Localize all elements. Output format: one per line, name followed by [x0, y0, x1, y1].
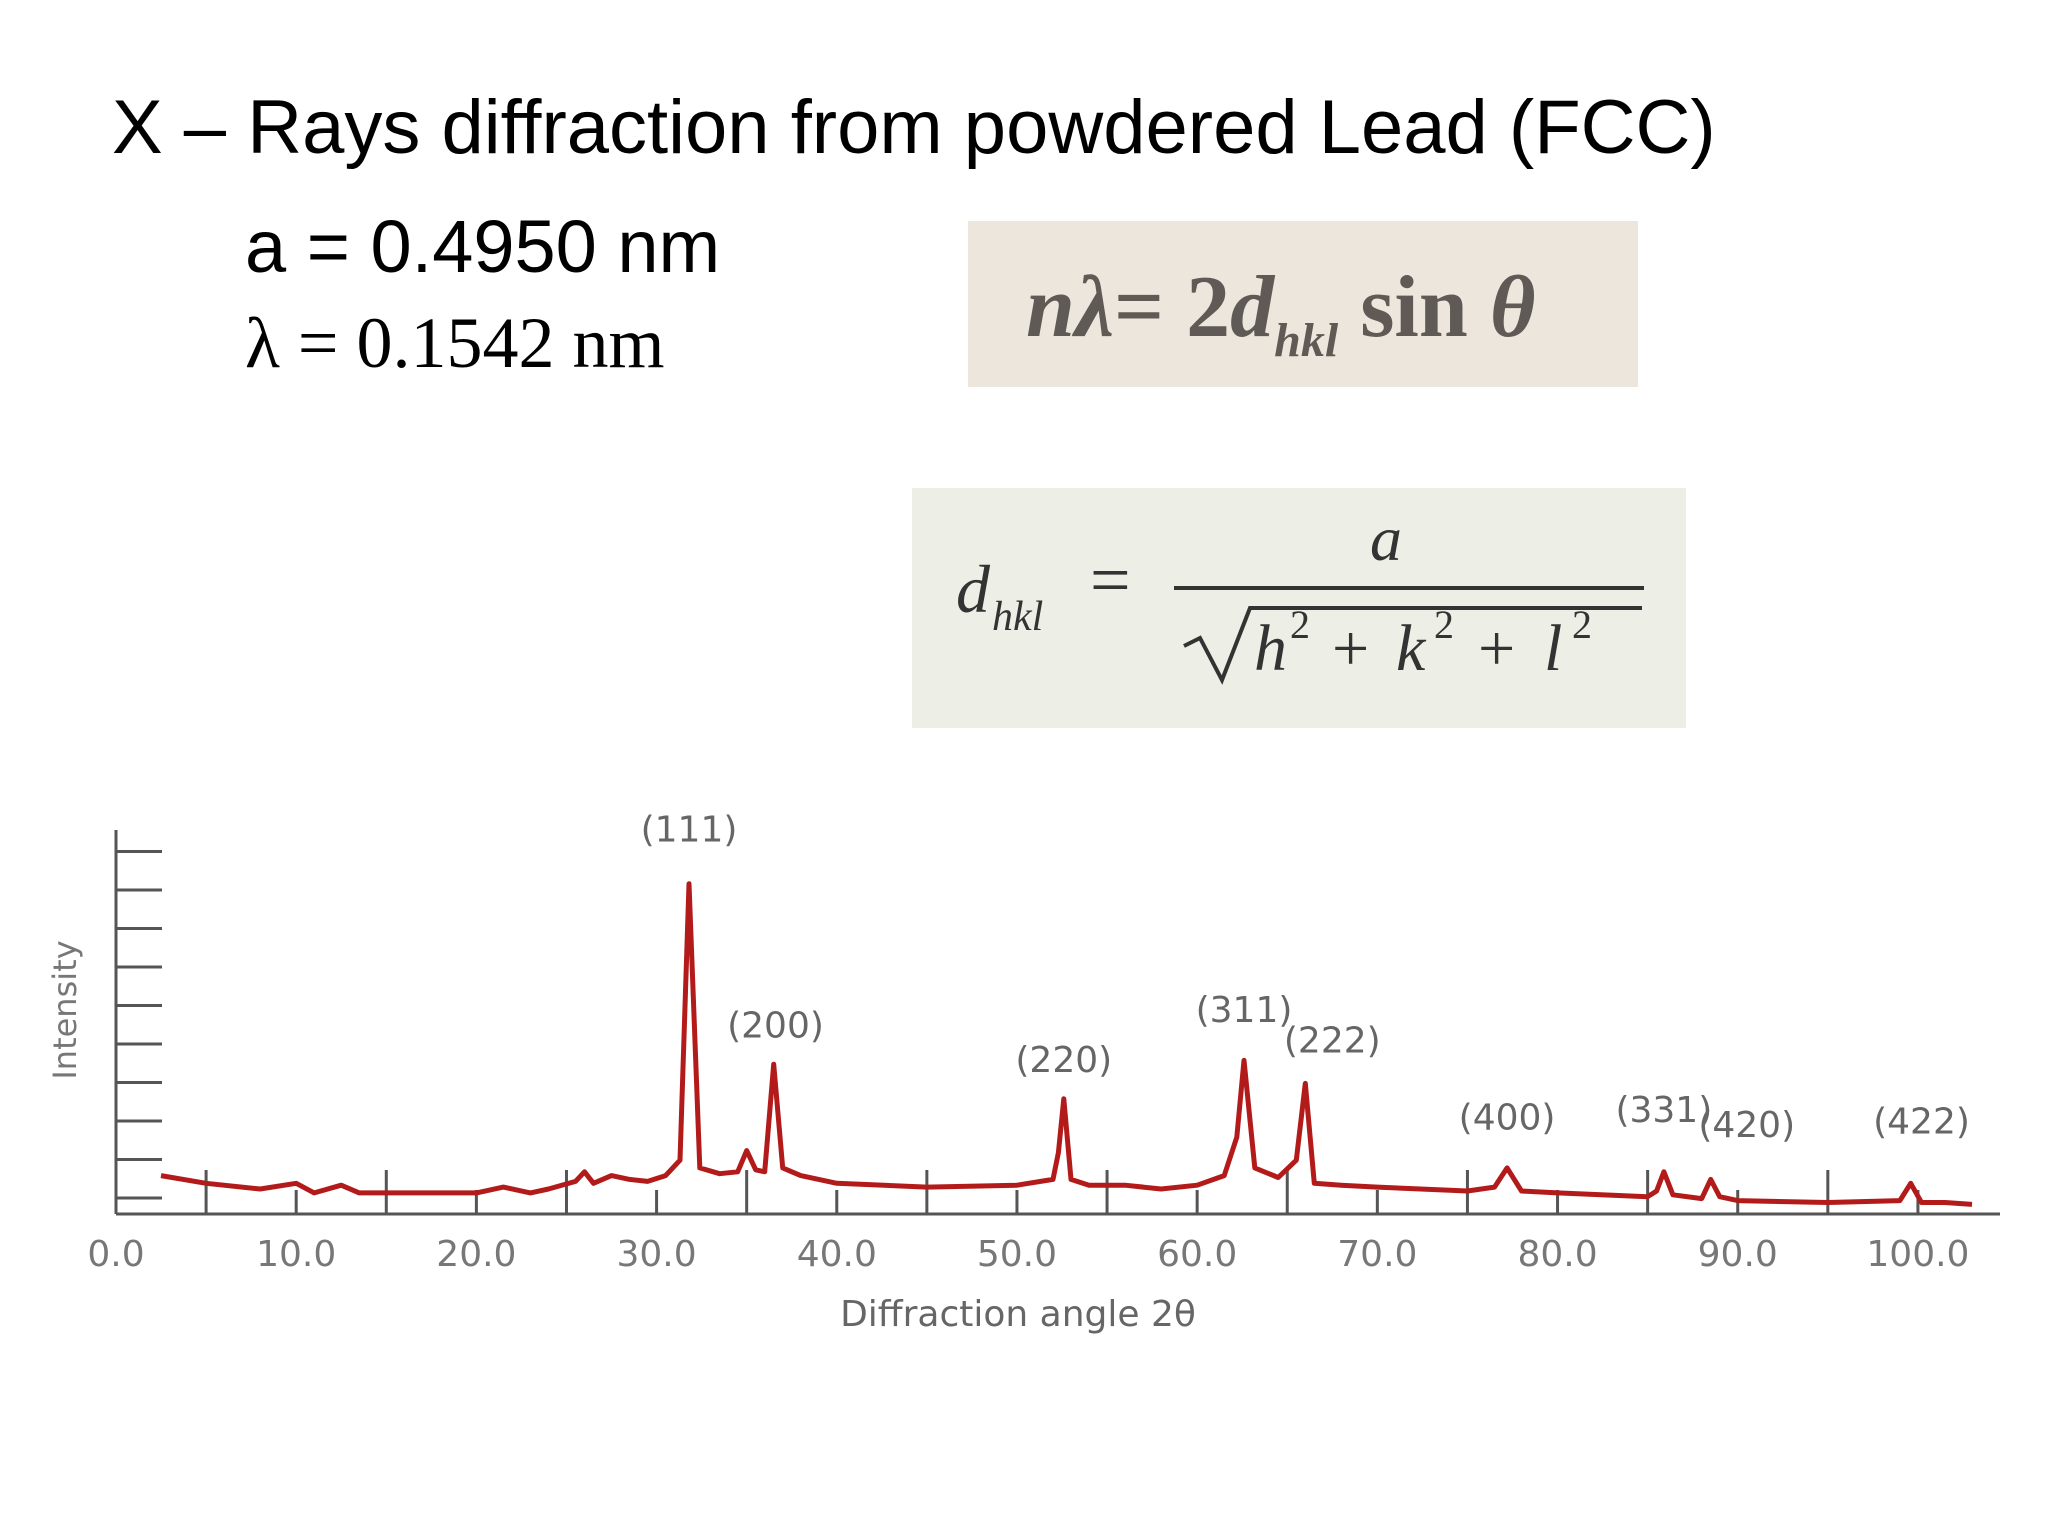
- svg-text:l: l: [1544, 612, 1562, 685]
- peak-label: (200): [727, 1005, 824, 1046]
- x-tick-label: 20.0: [436, 1234, 516, 1275]
- peak-label: (222): [1284, 1021, 1381, 1062]
- slide-title: X – Rays diffraction from powdered Lead …: [112, 85, 1716, 170]
- peak-label: (311): [1196, 990, 1293, 1031]
- svg-text:nλ= 2dhkl sin θ: nλ= 2dhkl sin θ: [1026, 259, 1536, 367]
- x-tick-label: 0.0: [87, 1234, 144, 1275]
- bragg-law-formula: nλ= 2dhkl sin θ: [968, 221, 1638, 387]
- peak-label: (111): [641, 810, 738, 851]
- svg-text:k: k: [1396, 612, 1427, 685]
- peak-label: (400): [1459, 1098, 1556, 1139]
- x-tick-label: 50.0: [977, 1234, 1057, 1275]
- xrd-chart: 0.0 10.0 20.0 30.0 40.0 50.0 60.0 70.0 80.0 90.0 1…: [46, 810, 2000, 1335]
- y-axis-label: Intensity: [46, 940, 84, 1079]
- peak-label: (220): [1015, 1040, 1112, 1081]
- svg-text:2: 2: [1290, 602, 1310, 647]
- wavelength: λ = 0.1542 nm: [245, 303, 665, 383]
- x-tick-label: 30.0: [616, 1234, 696, 1275]
- svg-text:2: 2: [1434, 602, 1454, 647]
- svg-text:+: +: [1332, 612, 1369, 685]
- svg-text:h: h: [1254, 612, 1287, 685]
- x-tick-label: 10.0: [256, 1234, 336, 1275]
- svg-text:=: =: [1090, 540, 1131, 620]
- x-tick-label: 90.0: [1698, 1234, 1778, 1275]
- x-tick-label: 70.0: [1337, 1234, 1417, 1275]
- x-tick-label: 60.0: [1157, 1234, 1237, 1275]
- lattice-parameter: a = 0.4950 nm: [245, 205, 721, 288]
- svg-text:a: a: [1370, 503, 1402, 574]
- svg-text:d: d: [956, 551, 991, 627]
- x-tick-label: 40.0: [797, 1234, 877, 1275]
- peak-label: (420): [1698, 1105, 1795, 1146]
- x-tick-label: 100.0: [1866, 1234, 1969, 1275]
- xrd-pattern-line: [160, 881, 1973, 1207]
- svg-text:2: 2: [1572, 602, 1592, 647]
- peak-label: (422): [1873, 1101, 1970, 1142]
- d-spacing-formula: d hkl = a h 2 + k 2 + l 2: [912, 488, 1686, 728]
- x-tick-label: 80.0: [1517, 1234, 1597, 1275]
- svg-text:hkl: hkl: [992, 594, 1043, 640]
- svg-text:+: +: [1478, 612, 1515, 685]
- x-axis-label: Diffraction angle 2θ: [840, 1294, 1196, 1335]
- peak-label: (331): [1615, 1090, 1712, 1131]
